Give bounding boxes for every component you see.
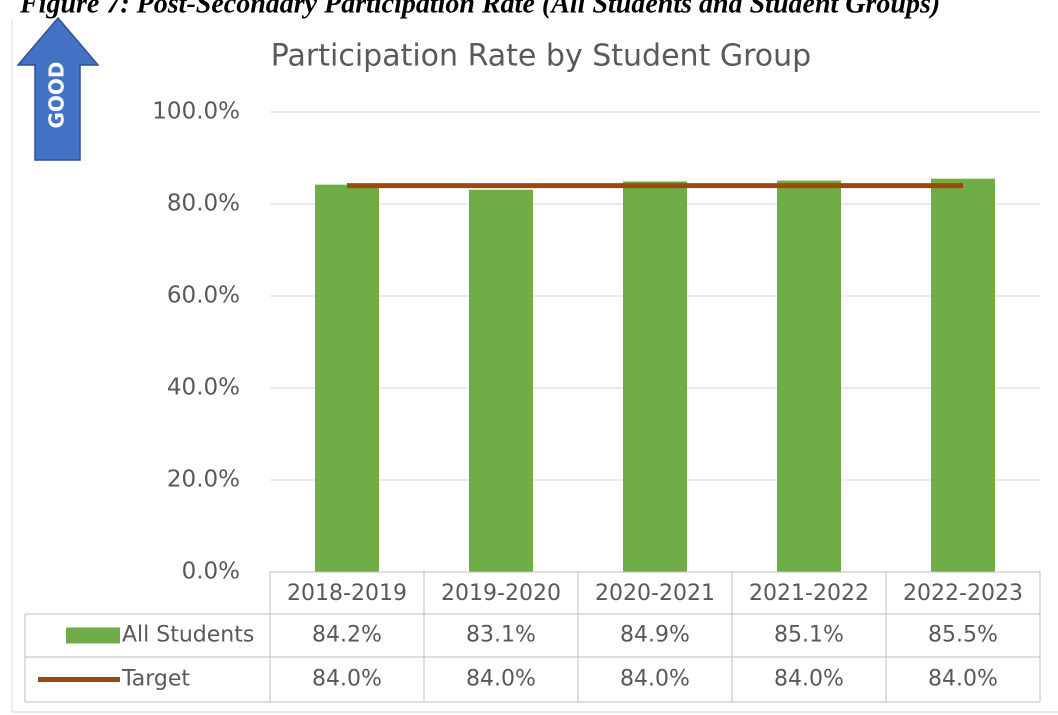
x-tick-label: 2022-2023 <box>903 581 1023 606</box>
y-tick-label: 100.0% <box>152 99 240 125</box>
bar <box>623 181 687 572</box>
y-tick-label: 60.0% <box>167 283 240 309</box>
caption: Figure 7: Post-Secondary Participation R… <box>19 0 940 19</box>
legend-label: All Students <box>122 623 254 648</box>
bar <box>469 189 533 573</box>
table-value: 84.0% <box>620 667 690 692</box>
table-value: 85.5% <box>928 623 998 648</box>
y-tick-label: 20.0% <box>167 467 240 493</box>
table-value: 84.0% <box>466 667 536 692</box>
x-tick-label: 2018-2019 <box>287 581 407 606</box>
badge: GOOD <box>45 61 69 128</box>
y-tick-label: 0.0% <box>182 559 240 585</box>
bar <box>931 178 995 572</box>
table-value: 83.1% <box>466 623 536 648</box>
bar <box>315 184 379 572</box>
y-tick-label: 80.0% <box>167 191 240 217</box>
chart-title: Participation Rate by Student Group <box>271 39 811 74</box>
legend-key <box>66 627 120 644</box>
x-tick-label: 2020-2021 <box>595 581 715 606</box>
table-value: 84.0% <box>312 667 382 692</box>
table-value: 84.9% <box>620 623 690 648</box>
x-tick-label: 2021-2022 <box>749 581 869 606</box>
table-value: 84.2% <box>312 623 382 648</box>
table-value: 84.0% <box>774 667 844 692</box>
legend-label: Target <box>121 667 190 692</box>
table-value: 85.1% <box>774 623 844 648</box>
bar <box>777 180 841 573</box>
good-arrow <box>16 16 100 161</box>
y-tick-label: 40.0% <box>167 375 240 401</box>
x-tick-label: 2019-2020 <box>441 581 561 606</box>
table-value: 84.0% <box>928 667 998 692</box>
